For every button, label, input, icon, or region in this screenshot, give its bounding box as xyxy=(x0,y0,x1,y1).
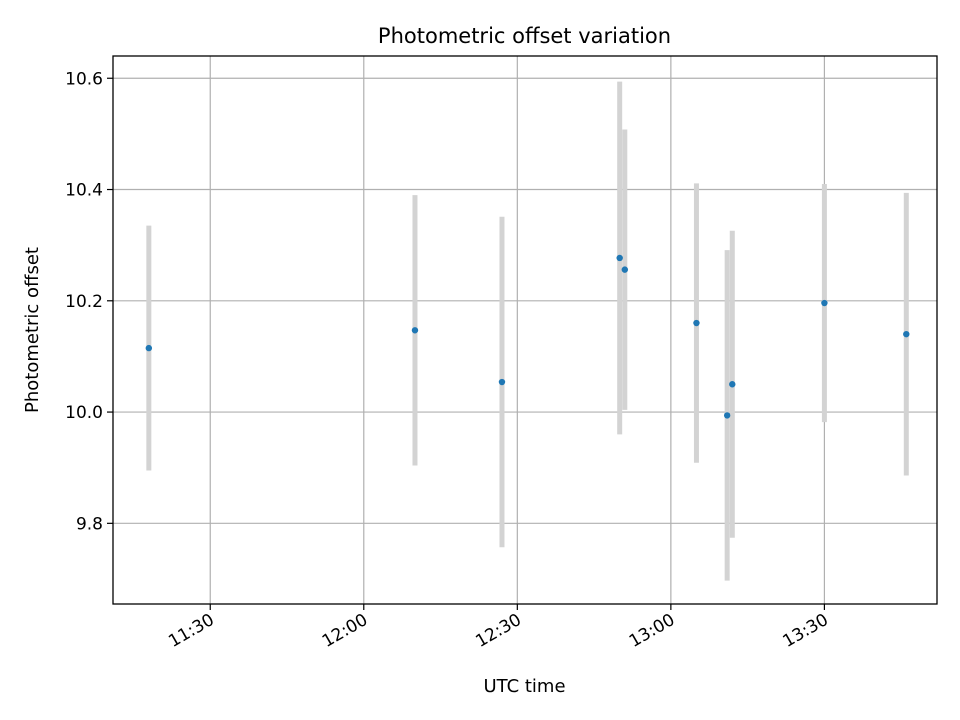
plot-frame xyxy=(112,55,938,605)
x-axis-label: UTC time xyxy=(483,676,565,697)
x-tick-label: 13:00 xyxy=(626,610,678,652)
data-point xyxy=(145,344,153,352)
x-tick-label: 12:30 xyxy=(472,610,524,652)
y-tick-label: 10.4 xyxy=(65,181,103,201)
grid xyxy=(113,56,937,604)
x-tick-label: 13:30 xyxy=(779,610,831,652)
y-tick-label: 10.2 xyxy=(65,292,103,312)
error-bars xyxy=(146,81,909,581)
y-tick-label: 10.6 xyxy=(65,69,103,89)
data-point xyxy=(616,254,623,262)
x-tick-label: 12:00 xyxy=(319,610,371,652)
data-point xyxy=(498,378,506,386)
x-tick-label: 11:30 xyxy=(165,610,217,652)
data-points xyxy=(145,254,910,419)
data-point xyxy=(903,330,910,338)
y-tick-label: 9.8 xyxy=(76,514,103,534)
data-point xyxy=(821,299,828,307)
data-point xyxy=(729,381,736,388)
data-point xyxy=(621,266,629,273)
x-axis-ticks: 11:30 12:00 12:30 13:00 13:30 xyxy=(165,604,832,652)
chart-title: Photometric offset variation xyxy=(378,24,671,48)
y-tick-label: 10.0 xyxy=(65,403,103,423)
y-axis-ticks: 9.8 10.0 10.2 10.4 10.6 xyxy=(65,69,113,534)
data-point xyxy=(411,327,419,334)
data-point xyxy=(723,412,731,419)
data-point xyxy=(693,319,700,327)
y-axis-label: Photometric offset xyxy=(22,247,43,413)
